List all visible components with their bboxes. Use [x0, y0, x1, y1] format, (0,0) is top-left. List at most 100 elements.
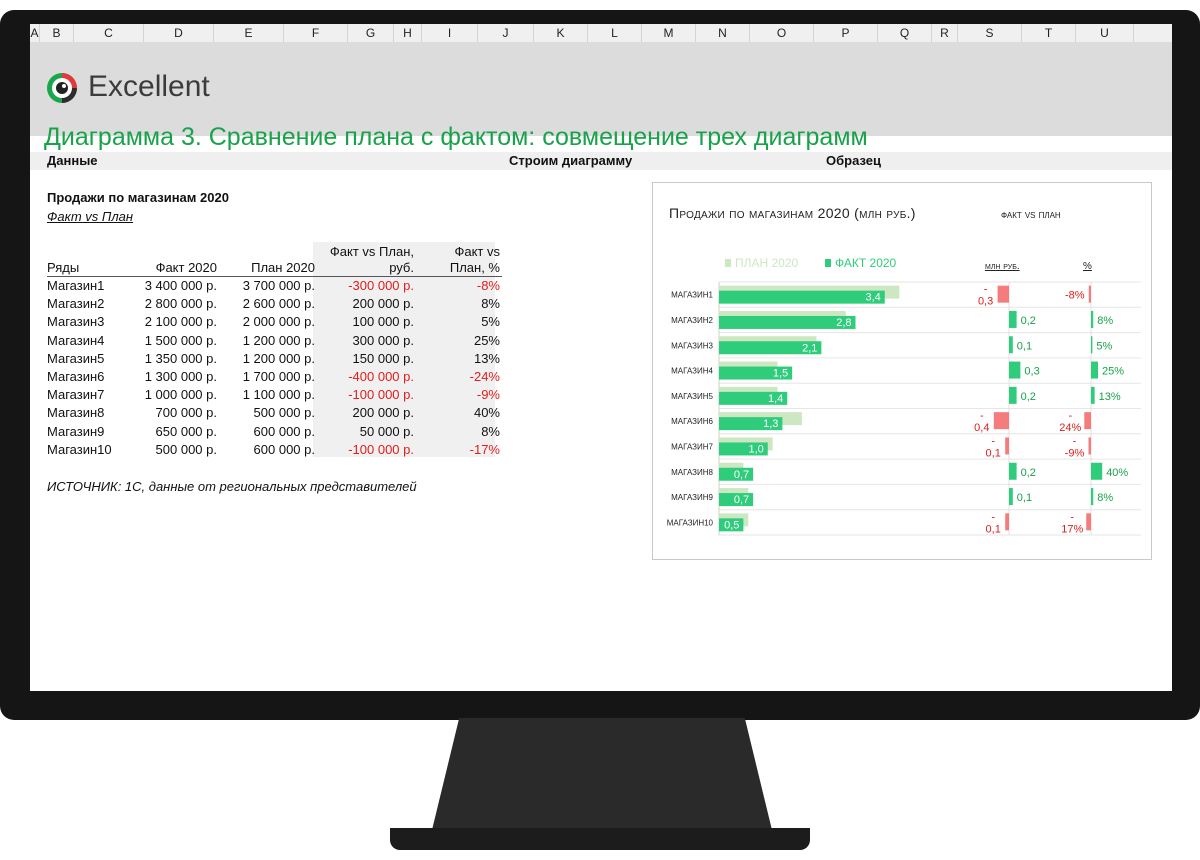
header-plan: План 2020 [251, 260, 315, 275]
pct-bar [1091, 361, 1098, 379]
column-header-u[interactable]: U [1076, 24, 1134, 42]
cell-diff[interactable]: 150 000 р. [352, 350, 414, 366]
cell-plan[interactable]: 1 200 000 р. [242, 350, 315, 366]
column-header-l[interactable]: L [588, 24, 642, 42]
column-header-q[interactable]: Q [878, 24, 932, 42]
column-header-n[interactable]: N [696, 24, 750, 42]
section-label-data: Данные [47, 153, 98, 168]
cell-fact[interactable]: 1 000 000 р. [144, 387, 217, 403]
column-header-e[interactable]: E [214, 24, 284, 42]
column-header-d[interactable]: D [144, 24, 214, 42]
cell-plan[interactable]: 600 000 р. [253, 423, 315, 439]
table-row: Магазин10 500 000 р. 600 000 р. -100 000 р.… [47, 441, 502, 459]
cell-plan[interactable]: 600 000 р. [253, 441, 315, 457]
cell-name[interactable]: Магазин10 [47, 441, 112, 457]
column-header-k[interactable]: K [534, 24, 588, 42]
cell-diff[interactable]: 50 000 р. [359, 423, 414, 439]
cell-fact[interactable]: 500 000 р. [155, 441, 217, 457]
table-row: Магазин5 1 350 000 р. 1 200 000 р. 150 000 … [47, 350, 502, 368]
cell-pct[interactable]: -9% [476, 387, 500, 403]
cell-pct[interactable]: 13% [473, 350, 500, 366]
column-header-o[interactable]: O [750, 24, 814, 42]
cell-name[interactable]: Магазин2 [47, 296, 105, 312]
pct-bar-label: --9% [1065, 435, 1085, 459]
fact-bar [719, 493, 754, 507]
pct-bar [1088, 437, 1091, 455]
cell-name[interactable]: Магазин8 [47, 405, 105, 421]
cell-fact[interactable]: 1 350 000 р. [144, 350, 217, 366]
cell-fact[interactable]: 1 300 000 р. [144, 369, 217, 385]
cell-plan[interactable]: 1 700 000 р. [242, 369, 315, 385]
column-header-g[interactable]: G [348, 24, 394, 42]
cell-diff[interactable]: -300 000 р. [348, 278, 414, 294]
cell-pct[interactable]: 25% [473, 332, 500, 348]
cell-diff[interactable]: 100 000 р. [352, 314, 414, 330]
cell-diff[interactable]: 200 000 р. [352, 405, 414, 421]
column-header-t[interactable]: T [1022, 24, 1076, 42]
cell-diff[interactable]: 200 000 р. [352, 296, 414, 312]
column-header-j[interactable]: J [478, 24, 534, 42]
header-diff-rub: Факт vs План, руб. [329, 244, 414, 275]
category-label: МАГАЗИН2 [671, 316, 713, 325]
cell-name[interactable]: Магазин1 [47, 278, 105, 294]
cell-fact[interactable]: 700 000 р. [155, 405, 217, 421]
cell-fact[interactable]: 2 800 000 р. [144, 296, 217, 312]
cell-plan[interactable]: 1 100 000 р. [242, 387, 315, 403]
diff-panel-header: млн руб. [985, 261, 1020, 272]
cell-pct[interactable]: -8% [476, 278, 500, 294]
column-header-p[interactable]: P [814, 24, 878, 42]
cell-name[interactable]: Магазин3 [47, 314, 105, 330]
cell-plan[interactable]: 3 700 000 р. [242, 278, 315, 294]
cell-pct[interactable]: -17% [469, 441, 500, 457]
fact-bar [719, 391, 788, 405]
fact-bar [719, 467, 754, 481]
cell-plan[interactable]: 2 000 000 р. [242, 314, 315, 330]
diff-bar-label: 0,2 [1021, 467, 1036, 479]
column-header-h[interactable]: H [394, 24, 422, 42]
cell-name[interactable]: Магазин4 [47, 332, 105, 348]
diff-bar-label: -0,1 [986, 435, 1001, 459]
pct-bar [1091, 386, 1095, 404]
header-banner: Excellent Диаграмма 3. Сравнение плана с… [30, 42, 1172, 151]
cell-diff[interactable]: -100 000 р. [348, 387, 414, 403]
diff-bar [1009, 462, 1017, 480]
cell-pct[interactable]: 8% [481, 423, 500, 439]
cell-pct[interactable]: 5% [481, 314, 500, 330]
column-header-i[interactable]: I [422, 24, 478, 42]
category-label: МАГАЗИН10 [667, 518, 714, 527]
cell-fact[interactable]: 1 500 000 р. [144, 332, 217, 348]
table-highlight-shade [313, 242, 495, 457]
category-label: МАГАЗИН4 [671, 367, 713, 376]
cell-diff[interactable]: -100 000 р. [348, 441, 414, 457]
pct-bar [1088, 285, 1091, 303]
cell-pct[interactable]: 40% [473, 405, 500, 421]
cell-fact[interactable]: 650 000 р. [155, 423, 217, 439]
column-header-s[interactable]: S [958, 24, 1022, 42]
column-header-a[interactable]: A [30, 24, 40, 42]
column-header-r[interactable]: R [932, 24, 958, 42]
monitor-base [390, 828, 810, 850]
cell-name[interactable]: Магазин5 [47, 350, 105, 366]
cell-fact[interactable]: 2 100 000 р. [144, 314, 217, 330]
cell-pct[interactable]: 8% [481, 296, 500, 312]
column-header-f[interactable]: F [284, 24, 348, 42]
column-header-m[interactable]: M [642, 24, 696, 42]
fact-bar-label: 0,7 [734, 469, 749, 481]
cell-diff[interactable]: -400 000 р. [348, 369, 414, 385]
cell-plan[interactable]: 1 200 000 р. [242, 332, 315, 348]
cell-name[interactable]: Магазин9 [47, 423, 105, 439]
cell-plan[interactable]: 2 600 000 р. [242, 296, 315, 312]
cell-diff[interactable]: 300 000 р. [352, 332, 414, 348]
column-header-b[interactable]: B [40, 24, 74, 42]
header-fact: Факт 2020 [155, 260, 217, 275]
cell-name[interactable]: Магазин7 [47, 387, 105, 403]
column-header-c[interactable]: C [74, 24, 144, 42]
cell-name[interactable]: Магазин6 [47, 369, 105, 385]
cell-pct[interactable]: -24% [469, 369, 500, 385]
category-label: МАГАЗИН3 [671, 341, 713, 350]
cell-fact[interactable]: 3 400 000 р. [144, 278, 217, 294]
cell-plan[interactable]: 500 000 р. [253, 405, 315, 421]
fact-bar-label: 2,8 [836, 317, 851, 329]
